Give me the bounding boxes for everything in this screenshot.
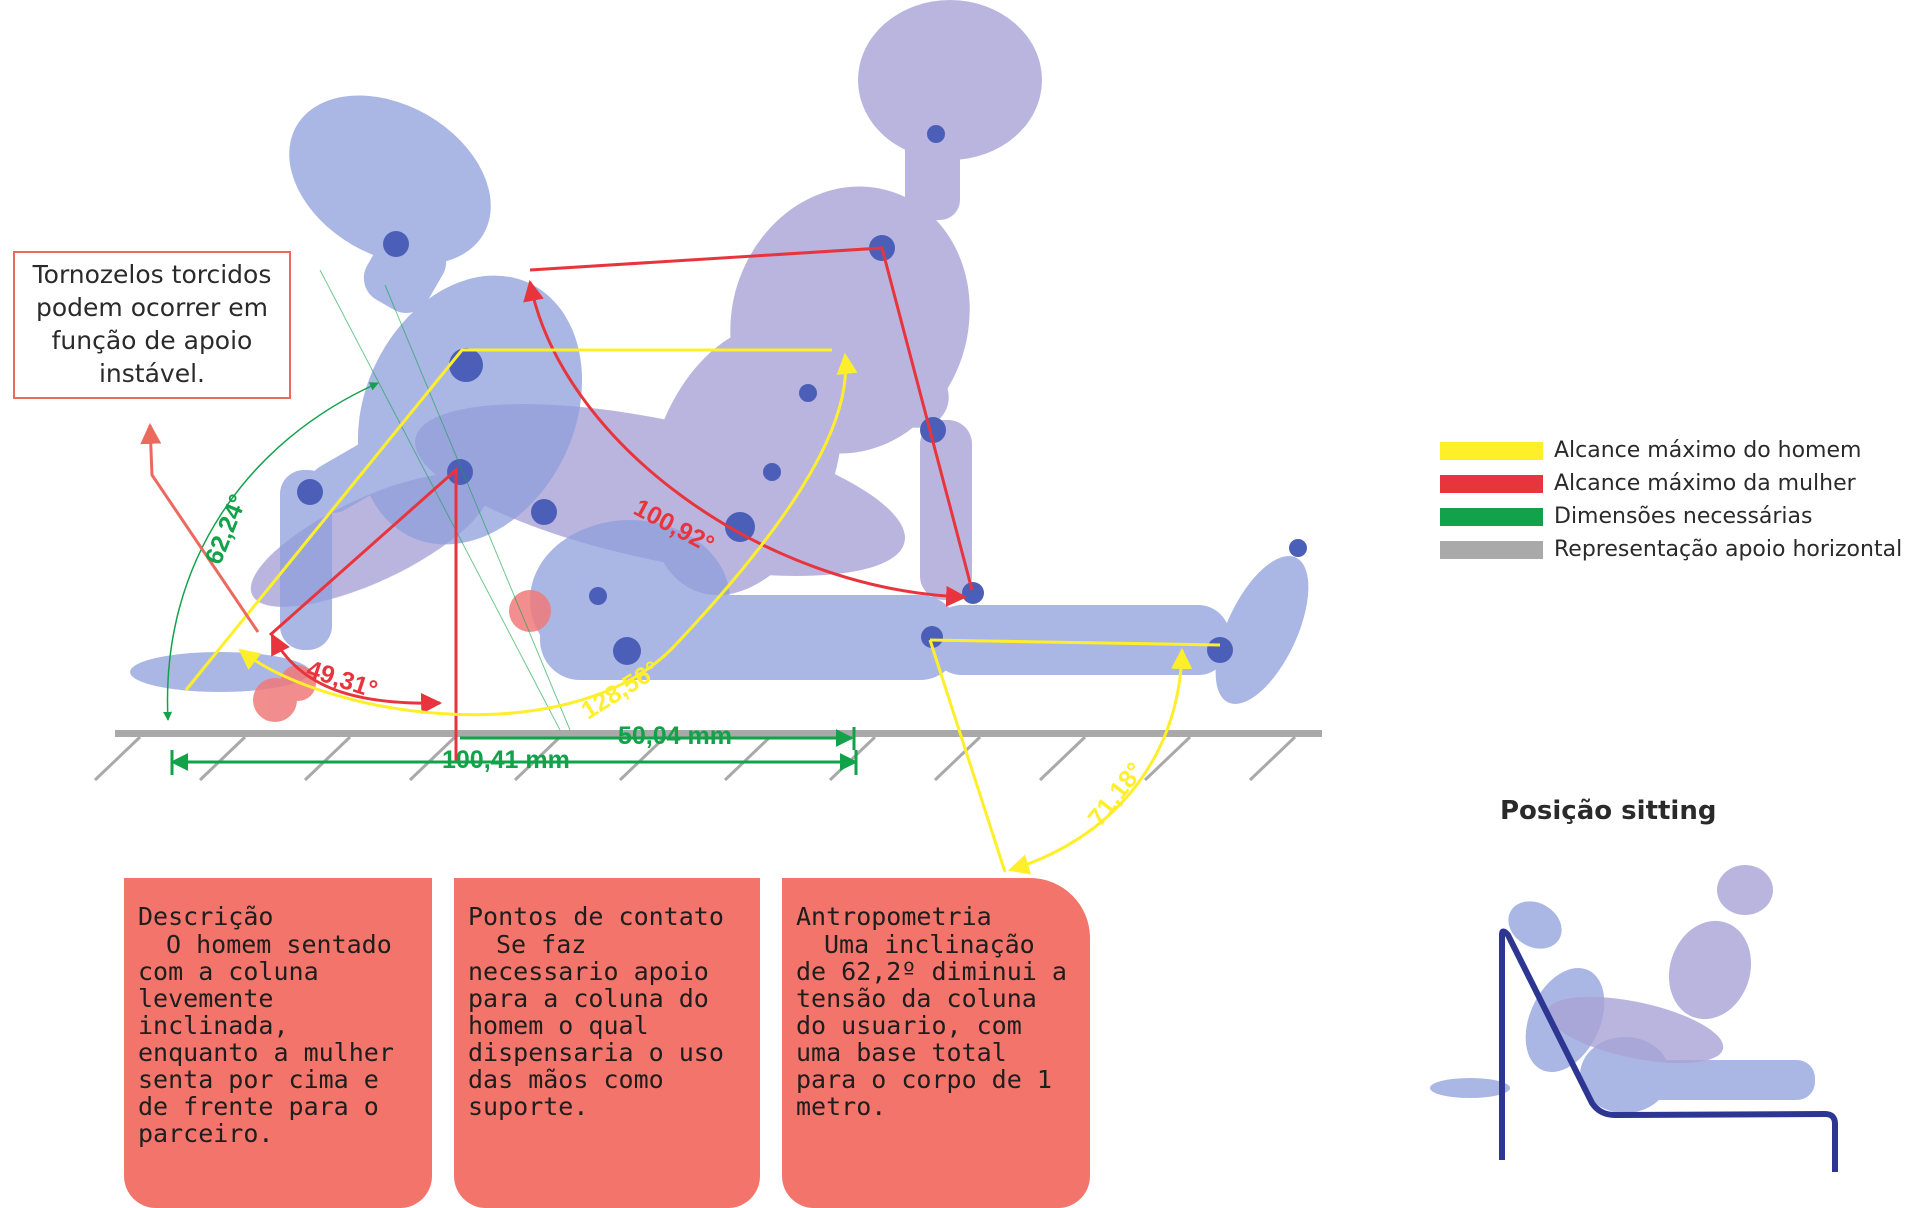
contact-points-card: Pontos de contato Se faz necessario apoi… [454, 878, 760, 1208]
legend-label: Alcance máximo do homem [1554, 438, 1862, 463]
card-body: Uma inclinação de 62,2º diminui a tensão… [796, 930, 1067, 1121]
card-body: O homem sentado com a coluna levemente i… [138, 930, 394, 1148]
warning-note: Tornozelos torcidos podem ocorrer em fun… [13, 251, 291, 399]
distance-total-label: 100,41 mm [442, 746, 570, 774]
angle-man-leg-label: 71,18° [1083, 757, 1150, 831]
legend-item-man-reach: Alcance máximo do homem [1440, 434, 1902, 467]
description-card: Descrição O homem sentado com a coluna l… [124, 878, 432, 1208]
legend-swatch [1440, 507, 1543, 526]
angle-back-label: 62,24° [200, 490, 253, 568]
inset-sitting-diagram [1430, 865, 1838, 1172]
legend-item-support: Representação apoio horizontal [1440, 533, 1902, 566]
note-pointer [140, 422, 260, 633]
legend-item-dimensions: Dimensões necessárias [1440, 500, 1902, 533]
card-title: Pontos de contato [468, 902, 724, 931]
legend: Alcance máximo do homem Alcance máximo d… [1440, 434, 1902, 566]
distance-partial-label: 50,04 mm [618, 722, 732, 750]
legend-label: Representação apoio horizontal [1554, 537, 1903, 562]
legend-swatch [1440, 474, 1543, 493]
card-body: Se faz necessario apoio para a coluna do… [468, 930, 724, 1121]
warning-note-text: Tornozelos torcidos podem ocorrer em fun… [32, 260, 272, 388]
card-title: Descrição [138, 902, 274, 931]
inset-title: Posição sitting [1500, 796, 1717, 826]
card-title: Antropometria [796, 902, 992, 931]
dimension-lines [163, 382, 858, 775]
legend-label: Alcance máximo da mulher [1554, 471, 1856, 496]
legend-swatch [1440, 441, 1543, 460]
legend-label: Dimensões necessárias [1554, 504, 1813, 529]
legend-swatch [1440, 540, 1543, 559]
legend-item-woman-reach: Alcance máximo da mulher [1440, 467, 1902, 500]
anthropometry-card: Antropometria Uma inclinação de 62,2º di… [782, 878, 1090, 1208]
